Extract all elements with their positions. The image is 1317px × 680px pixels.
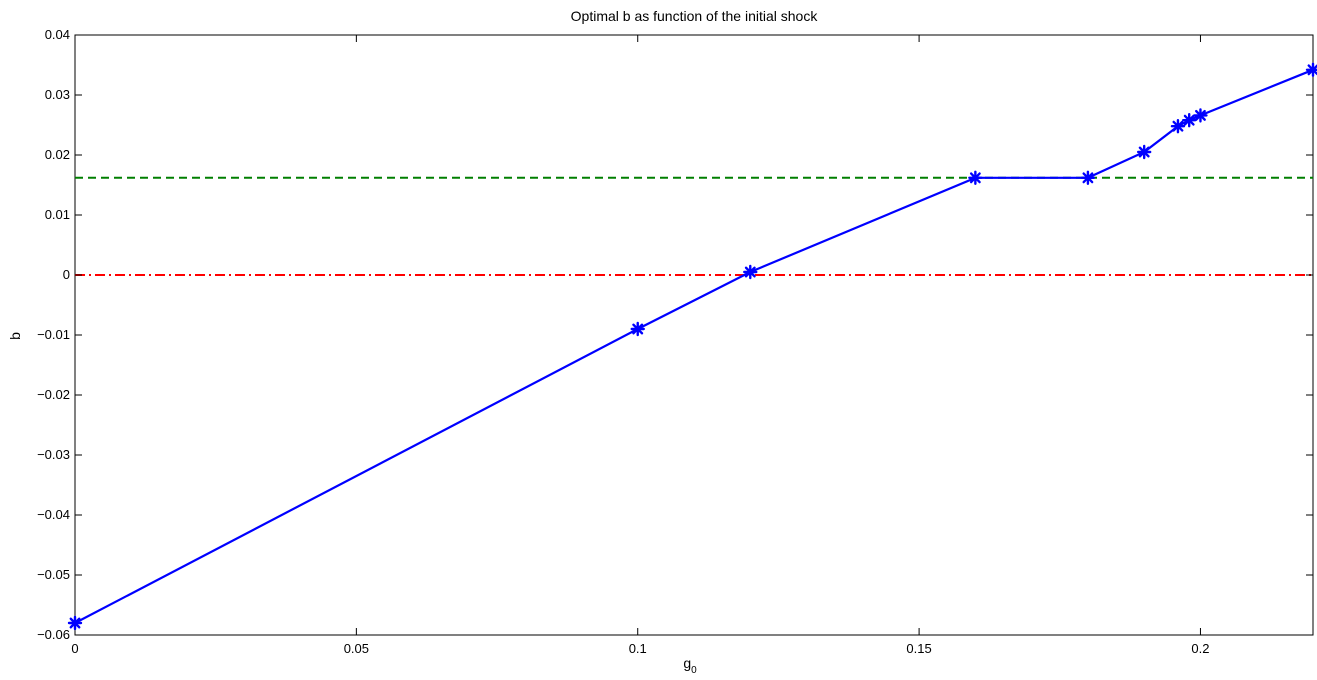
x-tick-label: 0.1 <box>629 641 647 656</box>
y-tick-label: 0 <box>63 267 70 282</box>
y-tick-label: −0.04 <box>37 507 70 522</box>
data-point-marker <box>1193 108 1208 123</box>
data-point-marker <box>1136 144 1152 160</box>
y-tick-label: −0.01 <box>37 327 70 342</box>
y-tick-label: 0.01 <box>45 207 70 222</box>
data-point-marker <box>1305 62 1317 78</box>
y-axis-label: b <box>7 332 23 340</box>
data-point-marker <box>67 615 83 631</box>
data-point-marker <box>1181 112 1197 128</box>
y-tick-label: −0.03 <box>37 447 70 462</box>
data-point-marker <box>743 264 758 280</box>
x-tick-label: 0.15 <box>906 641 931 656</box>
data-point-marker <box>968 170 983 186</box>
y-tick-label: −0.06 <box>37 627 70 642</box>
y-tick-label: 0.02 <box>45 147 70 162</box>
data-point-marker <box>1080 170 1096 186</box>
y-tick-label: −0.05 <box>37 567 70 582</box>
series-line <box>74 68 1314 624</box>
reference-lines <box>75 176 1313 276</box>
x-tick-label: 0 <box>71 641 78 656</box>
x-tick-label: 0.2 <box>1191 641 1209 656</box>
x-axis-label-main: g <box>683 655 691 671</box>
x-tick-label: 0.05 <box>344 641 369 656</box>
x-axis-label-subscript: 0 <box>691 665 697 676</box>
x-axis-label: g0 <box>683 655 697 676</box>
y-tick-label: −0.02 <box>37 387 70 402</box>
y-tick-label: 0.04 <box>45 27 70 42</box>
y-tick-label: 0.03 <box>45 87 70 102</box>
data-point-marker <box>630 321 645 337</box>
chart-title: Optimal b as function of the initial sho… <box>571 8 819 24</box>
data-series <box>67 62 1317 631</box>
axis-ticks: 0 0.05 0.1 0.15 0.2 −0.06 −0.05 −0.04 −0.03 −0.02… <box>37 27 1313 656</box>
data-point-marker <box>1170 118 1186 134</box>
